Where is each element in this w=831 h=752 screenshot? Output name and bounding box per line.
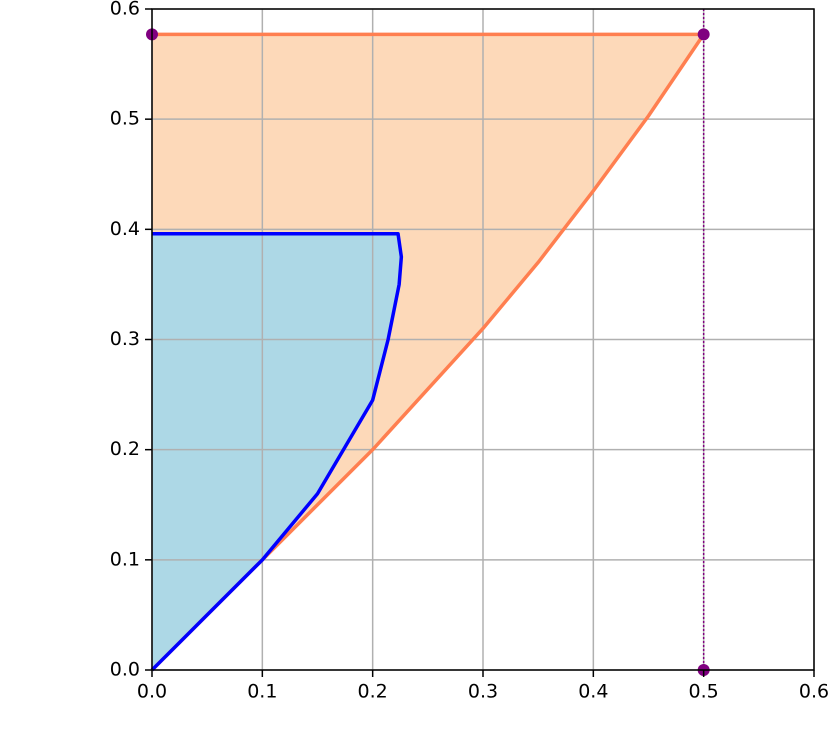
y-tick-label: 0.1 [110, 548, 140, 570]
y-tick-label: 0.2 [110, 438, 140, 460]
x-tick-label: 0.4 [578, 681, 608, 703]
x-tick-label: 0.2 [358, 681, 388, 703]
area-fill [152, 233, 402, 671]
y-tick-label: 0.4 [110, 218, 140, 240]
x-tick-label: 0.3 [468, 681, 498, 703]
y-tick-label: 0.6 [110, 0, 140, 20]
x-tick-label: 0.5 [689, 681, 719, 703]
y-tick-label: 0.0 [110, 659, 140, 681]
x-tick-label: 0.1 [247, 681, 277, 703]
point [697, 28, 710, 41]
area-line [150, 231, 404, 672]
y-tick-label: 0.3 [110, 328, 140, 350]
x-tick-label: 0.6 [799, 681, 829, 703]
x-tick-label: 0.0 [137, 681, 167, 703]
y-tick-label: 0.5 [110, 108, 140, 130]
